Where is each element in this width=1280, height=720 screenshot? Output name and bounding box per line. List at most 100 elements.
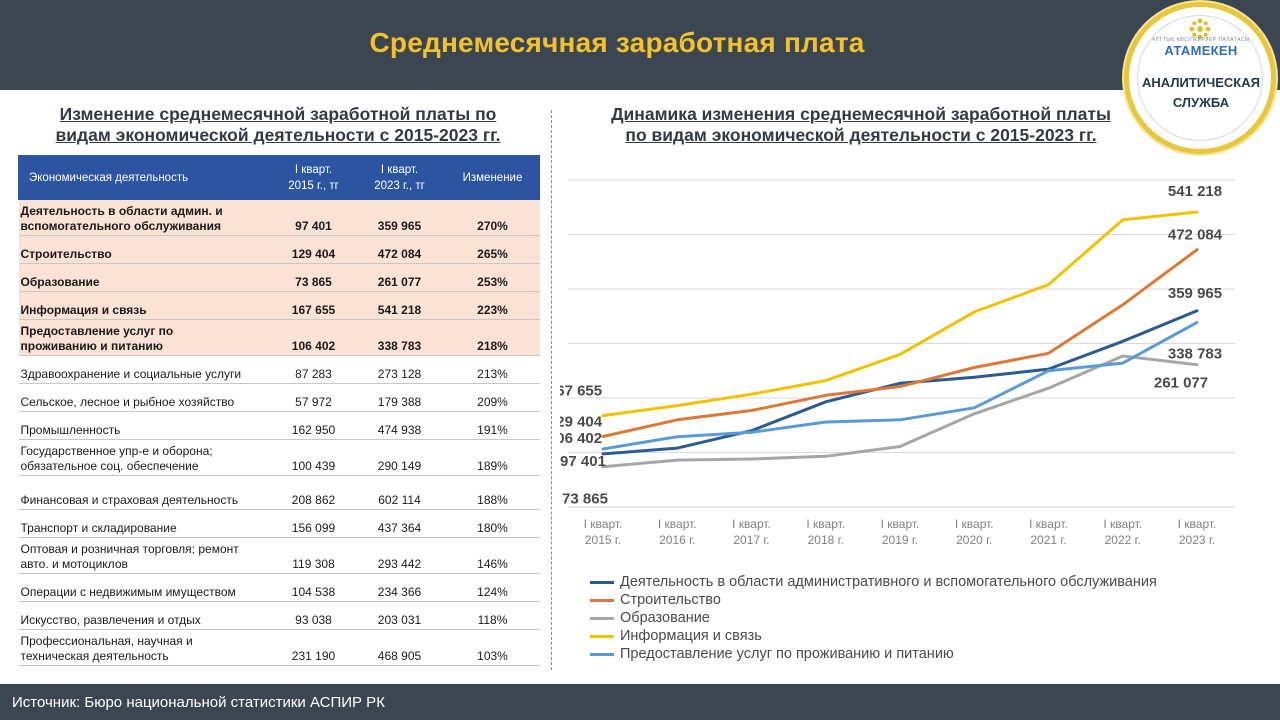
legend-label: Строительство (620, 592, 721, 608)
source-note: Источник: Бюро национальной статистики А… (12, 694, 385, 711)
change-cell: 218% (445, 319, 540, 356)
salary-2023-cell: 203 031 (353, 601, 446, 630)
column-header: I кварт. 2023 г., тг (353, 155, 446, 200)
legend-label: Образование (620, 610, 710, 626)
x-tick-label: 2020 г. (956, 533, 992, 547)
change-cell: 180% (445, 509, 540, 538)
series-line (601, 248, 1199, 438)
logo-ring (1137, 15, 1263, 141)
change-cell: 188% (445, 475, 540, 510)
start-value-label: 106 402 (560, 430, 602, 447)
legend-item: Предоставление услуг по проживанию и пит… (590, 645, 1157, 663)
x-tick-label: I кварт. (955, 517, 994, 531)
activity-cell: Промышленность (18, 411, 274, 440)
chart-title: Динамика изменения среднемесячной зарабо… (580, 104, 1142, 146)
legend-swatch (590, 653, 614, 656)
salary-2023-cell: 359 965 (353, 199, 446, 236)
salary-2023-cell: 541 218 (353, 291, 446, 320)
column-header: Изменение (445, 155, 540, 200)
salary-2015-cell: 119 308 (273, 537, 354, 574)
change-cell: 223% (445, 291, 540, 320)
salary-2023-cell: 273 128 (353, 355, 446, 384)
activity-cell: Финансовая и страховая деятельность (18, 475, 274, 510)
logo-emblem-icon (1189, 18, 1211, 40)
table-row: Искусство, развлечения и отдых 93 038 203 … (18, 601, 540, 630)
change-cell: 118% (445, 601, 540, 630)
start-value-label: 129 404 (560, 413, 603, 430)
table-row: Сельское, лесное и рыбное хозяйство 57 97… (18, 383, 540, 412)
table-row: Предоставление услуг по проживанию и пит… (18, 319, 540, 356)
activity-cell: Профессиональная, научная и техническая … (18, 629, 274, 666)
x-tick-label: 2017 г. (733, 533, 769, 547)
activity-cell: Предоставление услуг по проживанию и пит… (18, 319, 274, 356)
activity-cell: Информация и связь (18, 291, 274, 320)
change-cell: 213% (445, 355, 540, 384)
section-divider (551, 110, 552, 670)
x-tick-label: I кварт. (584, 517, 623, 531)
x-tick-label: 2018 г. (808, 533, 844, 547)
header-bar: Среднемесячная заработная плата (0, 0, 1280, 90)
legend-swatch (590, 581, 614, 584)
x-tick-label: I кварт. (732, 517, 771, 531)
salary-2023-cell: 290 149 (353, 439, 446, 476)
salary-2015-cell: 167 655 (273, 291, 354, 320)
activity-cell: Сельское, лесное и рыбное хозяйство (18, 383, 274, 412)
legend-label: Информация и связь (620, 628, 762, 644)
table-title-line1: Изменение среднемесячной заработной плат… (59, 104, 497, 124)
logo-service-line2: СЛУЖБА (1172, 95, 1230, 110)
salary-2023-cell: 293 442 (353, 537, 446, 574)
column-header: I кварт. 2015 г., тг (273, 155, 354, 200)
x-tick-label: I кварт. (658, 517, 697, 531)
logo-small-text: ҰЛТТЫҚ КӘСІПКЕРЛЕР ПАЛАТАСЫ (1152, 37, 1250, 43)
x-tick-label: I кварт. (1178, 517, 1217, 531)
salary-2015-cell: 93 038 (273, 601, 354, 630)
salary-2015-cell: 87 283 (273, 355, 354, 384)
x-tick-label: 2019 г. (882, 533, 918, 547)
change-cell: 265% (445, 235, 540, 264)
change-cell: 209% (445, 383, 540, 412)
end-value-label: 359 965 (1168, 285, 1222, 302)
atameken-logo: ҰЛТТЫҚ КӘСІПКЕРЛЕР ПАЛАТАСЫ АТАМЕКЕН АНА… (1124, 2, 1276, 154)
salary-2023-cell: 468 905 (353, 629, 446, 666)
salary-2023-cell: 472 084 (353, 235, 446, 264)
salary-2023-cell: 234 366 (353, 573, 446, 602)
table-title-line2: видам экономической деятельности с 2015-… (55, 125, 501, 145)
salary-2015-cell: 129 404 (273, 235, 354, 264)
legend-item: Деятельность в области административного… (590, 573, 1157, 591)
legend-swatch (590, 617, 614, 620)
salary-2023-cell: 474 938 (353, 411, 446, 440)
activity-cell: Деятельность в области админ. и вспомога… (18, 199, 274, 236)
change-cell: 253% (445, 263, 540, 292)
series-line (601, 320, 1199, 451)
end-value-label: 472 084 (1168, 227, 1223, 244)
series-line (601, 210, 1199, 418)
salary-line-chart: I кварт. 2015 г. I кварт. 2016 г. I кварт. 20… (560, 179, 1235, 547)
change-cell: 146% (445, 537, 540, 574)
salary-2015-cell: 156 099 (273, 509, 354, 538)
change-cell: 191% (445, 411, 540, 440)
logo-service-name: АНАЛИТИЧЕСКАЯ СЛУЖБА (1135, 73, 1267, 113)
salary-2015-cell: 208 862 (273, 475, 354, 510)
salary-2015-cell: 97 401 (273, 199, 354, 236)
chart-legend: Деятельность в области административного… (590, 573, 1157, 663)
salary-2015-cell: 100 439 (273, 439, 354, 476)
x-tick-label: 2023 г. (1179, 533, 1215, 547)
change-cell: 270% (445, 199, 540, 236)
table-row: Здравоохранение и социальные услуги 87 28… (18, 355, 540, 384)
legend-swatch (590, 599, 614, 602)
legend-label: Предоставление услуг по проживанию и пит… (620, 646, 954, 662)
table-row: Деятельность в области админ. и вспомога… (18, 199, 540, 236)
salary-2015-cell: 73 865 (273, 263, 354, 292)
column-header: Экономическая деятельность (18, 155, 274, 200)
salary-2023-cell: 437 364 (353, 509, 446, 538)
table-row: Промышленность 162 950 474 938 191% (18, 411, 540, 440)
table-row: Транспорт и складирование 156 099 437 364 1… (18, 509, 540, 538)
activity-cell: Транспорт и складирование (18, 509, 274, 538)
activity-cell: Оптовая и розничная торговля; ремонт авт… (18, 537, 274, 574)
x-tick-label: 2022 г. (1105, 533, 1141, 547)
table-row: Финансовая и страховая деятельность 208 8… (18, 475, 540, 510)
salary-2015-cell: 106 402 (273, 319, 354, 356)
change-cell: 189% (445, 439, 540, 476)
salary-2015-cell: 57 972 (273, 383, 354, 412)
x-tick-label: I кварт. (881, 517, 920, 531)
